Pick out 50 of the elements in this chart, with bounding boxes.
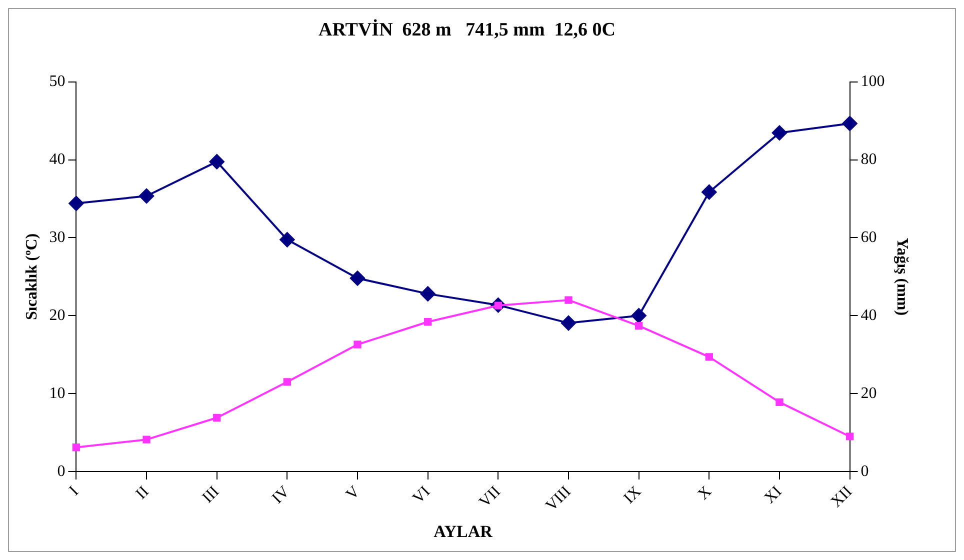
point <box>283 378 292 386</box>
point <box>772 125 787 140</box>
x-tick-label: IX <box>620 482 645 508</box>
y2-tick-label: 100 <box>860 73 885 90</box>
x-tick-label: VII <box>476 483 504 511</box>
point <box>776 398 784 406</box>
y2-tick-label: 60 <box>860 228 877 246</box>
y-tick-label: 30 <box>49 228 66 246</box>
point <box>354 340 362 348</box>
y2-tick-label: 40 <box>860 306 877 324</box>
x-tick-label: XII <box>828 483 856 511</box>
point <box>702 184 717 200</box>
point <box>280 232 295 248</box>
point <box>705 353 713 361</box>
y2-tick-label: 80 <box>860 150 877 168</box>
x-tick-label: VI <box>410 483 434 508</box>
x-tick-label: X <box>694 482 716 504</box>
x-tick-label: IV <box>269 482 294 508</box>
x-tick-label: V <box>343 482 364 504</box>
point <box>68 196 84 211</box>
point <box>564 296 572 304</box>
point <box>350 270 366 286</box>
point <box>213 414 221 422</box>
x-tick-label: XI <box>761 483 786 508</box>
y2-tick-label: 20 <box>860 384 877 402</box>
point <box>846 432 854 440</box>
y-tick-label: 0 <box>57 462 66 480</box>
x-tick-label: VIII <box>542 483 574 515</box>
point <box>842 116 858 132</box>
x-tick-label: I <box>66 483 82 499</box>
x-tick-label: III <box>199 483 223 506</box>
point <box>424 318 432 326</box>
y2-axis-title: Yağış (mm) <box>893 238 910 316</box>
point <box>634 322 643 330</box>
y-tick-label: 50 <box>49 73 66 90</box>
y-tick-label: 20 <box>49 306 66 324</box>
point <box>142 436 150 444</box>
point <box>560 316 576 331</box>
point <box>209 154 224 170</box>
x-tick-label: II <box>132 483 152 503</box>
chart-title: ARTVİN 628 m 741,5 mm 12,6 0C <box>318 18 616 40</box>
y-tick-label: 10 <box>49 384 66 402</box>
x-axis-title: AYLAR <box>434 522 494 542</box>
point <box>420 286 436 302</box>
y-tick-label: 40 <box>49 150 66 168</box>
point <box>139 188 154 204</box>
point <box>631 308 646 324</box>
point <box>72 444 80 452</box>
y-axis-title: Sıcaklık (ºC) <box>24 233 41 320</box>
y2-tick-label: 0 <box>860 462 869 480</box>
